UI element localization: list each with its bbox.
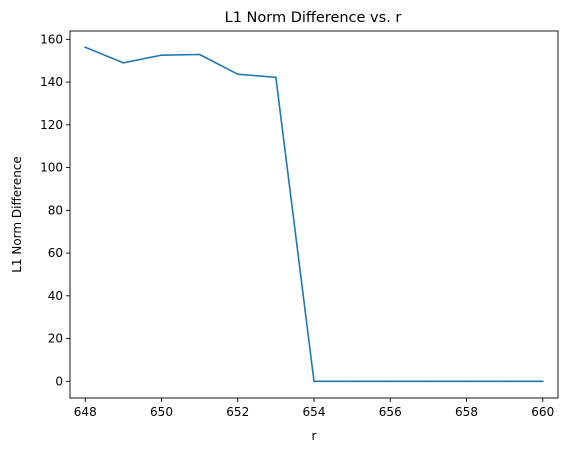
y-tick-label: 120 — [40, 118, 63, 132]
series-line — [84, 46, 544, 383]
y-axis: 0 20 40 60 80 100 120 140 160 — [40, 32, 70, 388]
data-point — [465, 380, 468, 383]
y-axis-label: L1 Norm Difference — [10, 156, 24, 273]
x-tick-label: 658 — [455, 405, 478, 419]
y-tick-label: 160 — [40, 32, 63, 46]
data-point — [503, 380, 506, 383]
data-point — [122, 62, 125, 64]
x-tick-label: 650 — [150, 405, 173, 419]
y-tick-label: 0 — [55, 374, 63, 388]
y-tick-label: 40 — [48, 289, 63, 303]
data-point — [389, 380, 392, 383]
x-tick-label: 660 — [531, 405, 554, 419]
data-point — [275, 76, 277, 79]
x-tick-label: 656 — [379, 405, 402, 419]
data-point — [313, 380, 315, 383]
chart-title: L1 Norm Difference vs. r — [225, 10, 402, 26]
x-axis: 648 650 652 654 656 658 660 — [74, 398, 554, 419]
series-layer — [84, 46, 544, 383]
data-point — [427, 380, 430, 383]
plot-frame — [69, 30, 559, 399]
x-tick-label: 654 — [303, 405, 326, 419]
y-tick-label: 140 — [40, 75, 63, 89]
y-tick-label: 100 — [40, 161, 63, 175]
data-point — [236, 73, 239, 75]
y-tick-label: 20 — [48, 332, 63, 346]
data-point — [160, 54, 163, 56]
data-point — [198, 53, 201, 56]
y-tick-label: 60 — [48, 246, 63, 260]
x-axis-label: r — [312, 429, 317, 443]
data-point — [351, 380, 353, 383]
y-tick-label: 80 — [48, 203, 63, 217]
data-point — [84, 46, 87, 49]
data-point — [541, 380, 544, 383]
x-tick-label: 652 — [226, 405, 249, 419]
x-tick-label: 648 — [74, 405, 97, 419]
